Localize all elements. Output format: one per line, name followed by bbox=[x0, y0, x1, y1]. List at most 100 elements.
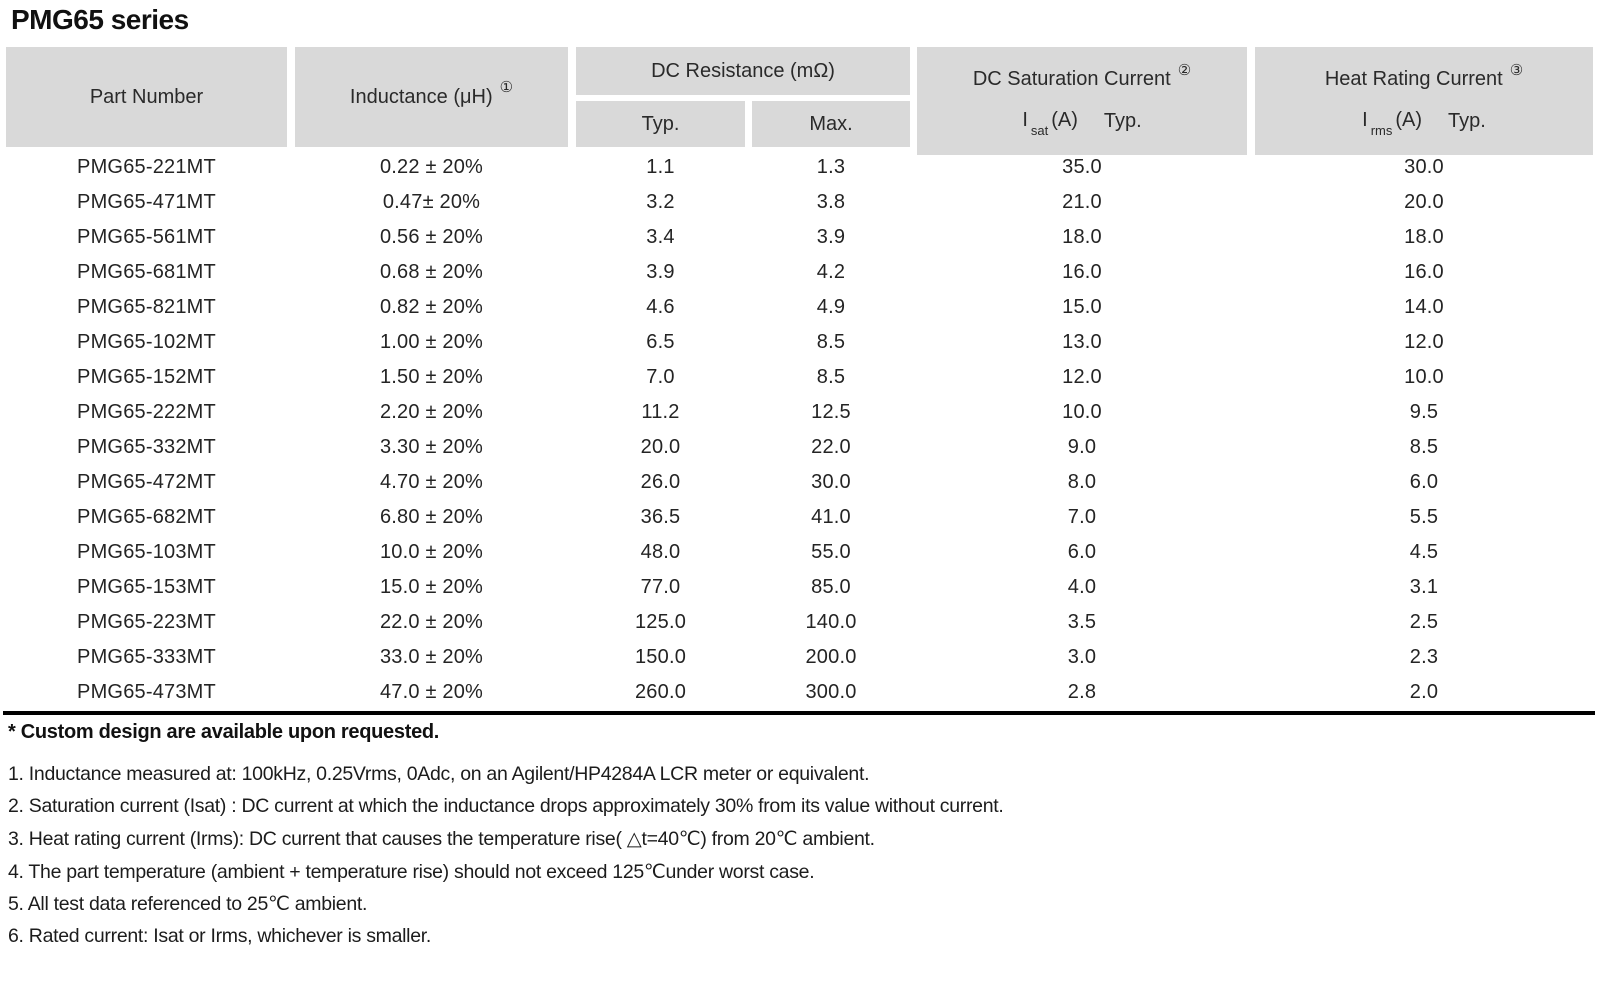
table-row: PMG65-102MT 1.00 ± 20% 6.5 8.5 13.0 12.0 bbox=[6, 325, 1593, 360]
table-cell: 125.0 bbox=[634, 611, 687, 633]
table-cell: PMG65-472MT bbox=[77, 471, 216, 493]
irms-base: I bbox=[1362, 108, 1368, 131]
table-cell: PMG65-561MT bbox=[77, 226, 216, 248]
table-row: PMG65-472MT 4.70 ± 20% 26.0 30.0 8.0 6.0 bbox=[6, 465, 1593, 500]
table-cell: 33.0 ± 20% bbox=[379, 646, 484, 668]
table-cell: PMG65-682MT bbox=[77, 506, 216, 528]
table-cell: 13.0 bbox=[1062, 331, 1102, 353]
header-typ: Typ. bbox=[576, 101, 745, 147]
isat-base: I bbox=[1022, 108, 1028, 131]
table-cell: 8.5 bbox=[1409, 436, 1439, 458]
table-cell: 10.0 ± 20% bbox=[379, 541, 484, 563]
table-cell: 0.56 ± 20% bbox=[379, 226, 484, 248]
header-typ-label: Typ. bbox=[641, 112, 680, 135]
table-cell: 2.0 bbox=[1409, 681, 1439, 703]
table-cell: 15.0 ± 20% bbox=[379, 576, 484, 598]
header-dc-resistance-group: DC Resistance (mΩ) Typ. Max. bbox=[576, 47, 910, 147]
table-cell: PMG65-471MT bbox=[77, 191, 216, 213]
custom-design-note: * Custom design are available upon reque… bbox=[8, 721, 440, 743]
table-cell: 14.0 bbox=[1404, 296, 1444, 318]
table-cell: 3.8 bbox=[816, 191, 846, 213]
footnote: 1. Inductance measured at: 100kHz, 0.25V… bbox=[8, 762, 870, 785]
table-cell: 18.0 bbox=[1404, 226, 1444, 248]
table-cell: PMG65-332MT bbox=[77, 436, 216, 458]
table-header-row: Part Number Inductance (μH) ① DC Resistan… bbox=[6, 47, 1593, 155]
header-inductance: Inductance (μH) ① bbox=[295, 47, 568, 147]
table-cell: 12.5 bbox=[811, 401, 851, 423]
table-cell: PMG65-821MT bbox=[77, 296, 216, 318]
table-cell: 22.0 ± 20% bbox=[379, 611, 484, 633]
table-cell: 35.0 bbox=[1062, 156, 1102, 178]
table-cell: 8.0 bbox=[1067, 471, 1097, 493]
footnote-ref-3-icon: ③ bbox=[1509, 61, 1524, 79]
table-cell: PMG65-223MT bbox=[77, 611, 216, 633]
footnote-ref-2-icon: ② bbox=[1177, 61, 1192, 79]
table-cell: 260.0 bbox=[634, 681, 687, 703]
footnote: 4. The part temperature (ambient + tempe… bbox=[8, 860, 815, 883]
table-cell: PMG65-103MT bbox=[77, 541, 216, 563]
table-cell: 30.0 bbox=[1404, 156, 1444, 178]
table-cell: 12.0 bbox=[1404, 331, 1444, 353]
table-cell: 30.0 bbox=[811, 471, 851, 493]
table-cell: 8.5 bbox=[816, 331, 846, 353]
footnote: 2. Saturation current (Isat) : DC curren… bbox=[8, 795, 1004, 818]
table-row: PMG65-821MT 0.82 ± 20% 4.6 4.9 15.0 14.0 bbox=[6, 290, 1593, 325]
table-row: PMG65-682MT 6.80 ± 20% 36.5 41.0 7.0 5.5 bbox=[6, 500, 1593, 535]
table-cell: 3.9 bbox=[646, 261, 675, 283]
table-cell: 3.9 bbox=[816, 226, 846, 248]
header-dc-saturation-label: DC Saturation Current bbox=[972, 68, 1171, 91]
table-row: PMG65-473MT 47.0 ± 20% 260.0 300.0 2.8 2.0 bbox=[6, 675, 1593, 710]
table-cell: 85.0 bbox=[811, 576, 851, 598]
table-row: PMG65-332MT 3.30 ± 20% 20.0 22.0 9.0 8.5 bbox=[6, 430, 1593, 465]
table-cell: 4.2 bbox=[816, 261, 846, 283]
table-row: PMG65-561MT 0.56 ± 20% 3.4 3.9 18.0 18.0 bbox=[6, 220, 1593, 255]
table-bottom-rule bbox=[3, 711, 1595, 715]
table-cell: 3.0 bbox=[1067, 646, 1097, 668]
table-cell: 16.0 bbox=[1404, 261, 1444, 283]
table-cell: 3.4 bbox=[646, 226, 675, 248]
table-cell: 48.0 bbox=[640, 541, 681, 563]
table-cell: 0.22 ± 20% bbox=[379, 156, 484, 178]
header-max: Max. bbox=[752, 101, 910, 147]
table-cell: 7.0 bbox=[646, 366, 675, 388]
table-cell: 36.5 bbox=[640, 506, 681, 528]
footnote: 3. Heat rating current (Irms): DC curren… bbox=[8, 828, 875, 851]
table-cell: 3.2 bbox=[646, 191, 675, 213]
irms-typ-label: Typ. bbox=[1448, 109, 1486, 132]
header-part-number: Part Number bbox=[6, 47, 287, 147]
table-cell: 3.5 bbox=[1067, 611, 1097, 633]
table-cell: 2.3 bbox=[1409, 646, 1439, 668]
header-heat-rating-title: Heat Rating Current ③ bbox=[1325, 62, 1523, 91]
table-cell: 22.0 bbox=[811, 436, 851, 458]
table-cell: 7.0 bbox=[1067, 506, 1097, 528]
table-row: PMG65-103MT 10.0 ± 20% 48.0 55.0 6.0 4.5 bbox=[6, 535, 1593, 570]
table-cell: 20.0 bbox=[1404, 191, 1444, 213]
table-row: PMG65-681MT 0.68 ± 20% 3.9 4.2 16.0 16.0 bbox=[6, 255, 1593, 290]
table-cell: 200.0 bbox=[805, 646, 857, 668]
table-cell: PMG65-681MT bbox=[77, 261, 216, 283]
table-cell: 1.50 ± 20% bbox=[379, 366, 484, 388]
table-cell: 26.0 bbox=[640, 471, 681, 493]
table-row: PMG65-152MT 1.50 ± 20% 7.0 8.5 12.0 10.0 bbox=[6, 360, 1593, 395]
table-cell: 55.0 bbox=[811, 541, 851, 563]
table-cell: 140.0 bbox=[805, 611, 857, 633]
table-cell: 10.0 bbox=[1062, 401, 1102, 423]
footnote-ref-1-icon: ① bbox=[499, 79, 514, 96]
table-cell: 6.5 bbox=[646, 331, 675, 353]
table-row: PMG65-471MT 0.47± 20% 3.2 3.8 21.0 20.0 bbox=[6, 185, 1593, 220]
isat-typ-label: Typ. bbox=[1103, 109, 1142, 132]
table-cell: 2.5 bbox=[1409, 611, 1439, 633]
table-cell: 3.1 bbox=[1409, 576, 1439, 598]
table-cell: 0.82 ± 20% bbox=[379, 296, 484, 318]
table-cell: 4.5 bbox=[1409, 541, 1439, 563]
spec-table: Part Number Inductance (μH) ① DC Resistan… bbox=[6, 47, 1593, 710]
table-cell: 4.9 bbox=[816, 296, 846, 318]
table-row: PMG65-333MT 33.0 ± 20% 150.0 200.0 3.0 2.3 bbox=[6, 640, 1593, 675]
table-cell: 1.1 bbox=[646, 156, 675, 178]
header-dc-resistance-label: DC Resistance (mΩ) bbox=[651, 59, 835, 82]
